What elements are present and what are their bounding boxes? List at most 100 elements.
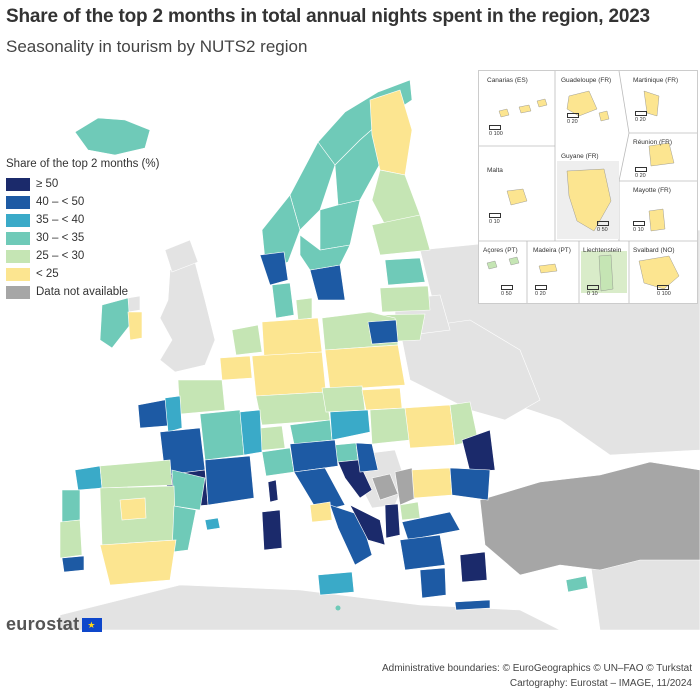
legend-label: 40 – < 50 xyxy=(36,196,85,208)
inset-guadeloupe: Guadeloupe (FR) 0 20 xyxy=(557,73,627,133)
region-greece-central xyxy=(399,534,446,571)
region-north-macedonia xyxy=(399,501,421,521)
region-netherlands xyxy=(231,324,263,356)
region-france-east xyxy=(239,409,263,456)
inset-canarias: Canarias (ES) 0 100 xyxy=(483,73,555,143)
legend-label: 35 – < 40 xyxy=(36,214,85,226)
region-portugal-algarve xyxy=(61,555,85,573)
legend-label: ≥ 50 xyxy=(36,178,59,190)
region-denmark-islands xyxy=(295,297,313,321)
footer-boundaries: Administrative boundaries: © EuroGeograp… xyxy=(381,663,692,674)
region-romania-coast xyxy=(461,429,496,473)
region-bulgaria-west xyxy=(411,467,453,499)
inset-mayotte-shape xyxy=(648,208,666,232)
region-spain-madrid xyxy=(119,497,147,521)
region-croatia-coast xyxy=(337,459,373,499)
sweden xyxy=(299,117,386,301)
iberia xyxy=(59,459,221,586)
region-slovenia xyxy=(334,442,359,463)
inset-malta: Malta 0 10 xyxy=(483,163,555,239)
legend-label: Data not available xyxy=(36,286,129,298)
region-ireland-west xyxy=(99,297,131,349)
region-hungary xyxy=(369,407,411,445)
region-bosnia xyxy=(371,473,399,501)
inset-scale: 0 20 xyxy=(635,111,647,123)
legend-swatch xyxy=(6,231,30,245)
legend-swatch xyxy=(6,195,30,209)
inset-reunion-shape xyxy=(648,142,675,167)
inset-scale: 0 10 xyxy=(587,285,599,297)
region-czechia xyxy=(321,385,366,413)
region-finland-south xyxy=(371,214,431,256)
inset-scale: 0 100 xyxy=(489,125,503,137)
legend-label: 30 – < 35 xyxy=(36,232,85,244)
legend-item: 30 – < 35 xyxy=(6,230,176,246)
eurostat-logo: eurostat ★ xyxy=(6,614,103,635)
region-austria-east xyxy=(329,409,371,441)
map-title: Share of the top 2 months in total annua… xyxy=(6,6,650,27)
finland xyxy=(369,89,431,256)
region-iceland xyxy=(74,117,151,156)
region-germany-north xyxy=(261,317,323,357)
region-italy-lazio xyxy=(309,501,333,523)
legend-label: 25 – < 30 xyxy=(36,250,85,262)
region-italy-centre xyxy=(293,467,346,513)
legend-swatch xyxy=(6,213,30,227)
region-norway-south xyxy=(259,251,289,286)
legend-item: 25 – < 30 xyxy=(6,248,176,264)
region-corsica xyxy=(267,479,279,503)
region-france-north xyxy=(177,379,226,415)
region-malta xyxy=(335,605,341,611)
inset-scale: 0 20 xyxy=(567,113,579,125)
region-spain-east xyxy=(171,505,197,553)
logo-text: eurostat xyxy=(6,614,80,634)
inset-label: Guadeloupe (FR) xyxy=(561,77,612,84)
inset-label: Mayotte (FR) xyxy=(633,187,671,194)
inset-scale: 0 20 xyxy=(535,285,547,297)
map-subtitle: Seasonality in tourism by NUTS2 region xyxy=(6,37,308,56)
inset-label: Malta xyxy=(487,167,503,174)
denmark xyxy=(271,282,313,321)
inset-scale: 0 10 xyxy=(633,221,645,233)
inset-liechtenstein-shape xyxy=(598,254,614,292)
inset-svalbard-shape xyxy=(638,255,680,290)
inset-martinique: Martinique (FR) 0 20 xyxy=(629,73,697,133)
region-germany-central xyxy=(251,351,327,397)
region-croatia-inland xyxy=(355,442,379,473)
region-romania-west xyxy=(404,404,456,449)
inset-label: Madeira (PT) xyxy=(533,247,571,254)
inset-maps-panel: Canarias (ES) 0 100 Guadeloupe (FR) 0 20… xyxy=(478,70,698,304)
region-germany-south xyxy=(255,391,331,426)
inset-svalbard: Svalbard (NO) 0 100 xyxy=(629,243,697,303)
land-uk xyxy=(159,261,216,373)
region-belgium xyxy=(219,355,253,381)
region-bulgaria-east xyxy=(449,467,491,501)
region-france-south xyxy=(204,455,255,506)
region-greece-north xyxy=(401,511,461,541)
inset-acores: Açores (PT) 0 50 xyxy=(479,243,527,303)
region-latvia xyxy=(379,285,431,313)
legend-label: < 25 xyxy=(36,268,59,280)
region-denmark-jutland xyxy=(271,282,295,319)
legend-item: Data not available xyxy=(6,284,176,300)
region-cyprus xyxy=(565,575,589,593)
region-sardinia xyxy=(261,509,283,551)
region-sicily xyxy=(317,571,355,596)
region-portugal-centre xyxy=(59,519,83,559)
legend-swatch xyxy=(6,267,30,281)
legend-swatch xyxy=(6,249,30,263)
region-turkiye xyxy=(479,461,700,576)
region-spain-galicia xyxy=(74,465,103,491)
region-crete xyxy=(454,599,491,611)
inset-mayotte: Mayotte (FR) 0 10 xyxy=(629,183,697,241)
region-sweden-south xyxy=(299,234,351,271)
region-italy-north-west xyxy=(261,447,295,477)
region-slovakia xyxy=(361,387,403,411)
region-aegean-islands xyxy=(459,551,488,583)
inset-scale: 0 50 xyxy=(501,285,513,297)
legend-item: ≥ 50 xyxy=(6,176,176,192)
inset-canarias-shape xyxy=(498,98,548,118)
southeast-europe xyxy=(337,401,589,611)
ireland xyxy=(99,297,143,349)
region-balearic xyxy=(204,517,221,531)
